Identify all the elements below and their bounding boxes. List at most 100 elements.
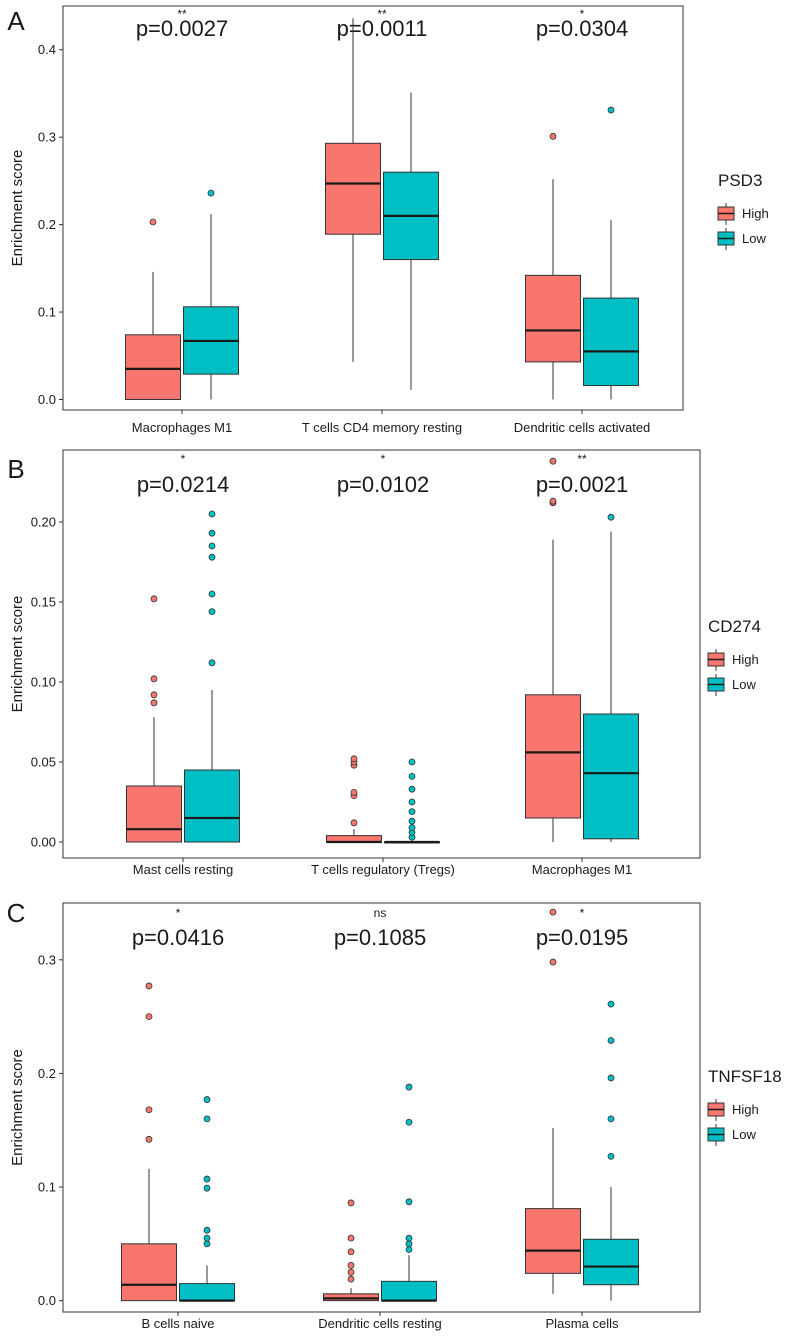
box-high (525, 908, 581, 1294)
outlier-point (203, 1115, 211, 1123)
outlier-point (607, 1074, 615, 1082)
outlier-point (549, 457, 557, 465)
y-tick-label: 0.15 (31, 595, 56, 610)
y-tick-label: 0.1 (38, 1180, 56, 1195)
x-tick-label: Dendritic cells resting (318, 1316, 442, 1331)
y-tick-label: 0.2 (38, 1066, 56, 1081)
significance-label: * (580, 906, 585, 920)
significance-label: * (176, 906, 181, 920)
legend: TNFSF18 High Low (707, 1067, 782, 1146)
outlier-point (145, 1013, 153, 1021)
outlier-point (203, 1226, 211, 1234)
box-low (179, 1096, 235, 1302)
x-tick-label: Dendritic cells activated (514, 420, 651, 435)
legend-entry-label: High (732, 1102, 759, 1117)
outlier-point (408, 824, 416, 831)
p-value-label: p=0.0011 (337, 16, 428, 41)
outlier-point (203, 1096, 211, 1103)
y-tick-label: 0.3 (38, 952, 56, 967)
outlier-point (405, 1118, 413, 1126)
outlier-point (347, 1275, 355, 1283)
p-value-label: p=0.0027 (136, 16, 228, 41)
box-low (183, 189, 239, 400)
panel-label: C (7, 898, 26, 928)
outlier-point (405, 1246, 413, 1253)
outlier-point (203, 1184, 211, 1192)
y-tick-label: 0.2 (38, 217, 56, 232)
outlier-point (408, 817, 416, 825)
box-body (583, 1238, 639, 1286)
outlier-point (405, 1240, 413, 1248)
outlier-point (350, 789, 358, 796)
outlier-point (607, 1037, 615, 1044)
outlier-point (203, 1234, 211, 1242)
outlier-point (607, 513, 615, 521)
outlier-point (350, 819, 358, 827)
significance-label: ** (377, 7, 387, 21)
outlier-point (347, 1199, 355, 1207)
box-low (583, 513, 639, 842)
box-high (326, 755, 382, 844)
x-tick-label: T cells regulatory (Tregs) (311, 862, 455, 877)
box-low (583, 106, 639, 400)
y-tick-label: 0.1 (38, 305, 56, 320)
outlier-point (607, 1152, 615, 1160)
outlier-point (207, 189, 215, 197)
outlier-point (549, 497, 557, 505)
p-value-label: p=0.0416 (132, 925, 224, 950)
legend-entry-label: High (732, 652, 759, 667)
box-high (126, 595, 182, 843)
outlier-point (607, 1115, 615, 1123)
box-high (525, 457, 581, 842)
box-body (179, 1283, 235, 1302)
outlier-point (408, 798, 416, 806)
box-high (121, 982, 177, 1302)
outlier-point (549, 958, 557, 966)
legend-entry-label: Low (732, 1127, 756, 1142)
x-tick-label: Mast cells resting (133, 862, 233, 877)
outlier-point (150, 595, 158, 603)
box-body (583, 297, 639, 387)
outlier-point (150, 699, 158, 707)
x-tick-label: Plasma cells (546, 1316, 619, 1331)
outlier-point (150, 675, 158, 683)
outlier-point (405, 1083, 413, 1091)
box-high (125, 218, 181, 401)
box-body (126, 785, 182, 843)
legend-title: TNFSF18 (708, 1067, 782, 1086)
box-body (323, 1293, 379, 1302)
box-high (323, 1199, 379, 1302)
box-body (325, 142, 381, 235)
significance-label: * (580, 7, 585, 21)
outlier-point (408, 773, 416, 780)
significance-label: * (381, 452, 386, 466)
box-body (121, 1243, 177, 1302)
outlier-point (208, 542, 216, 550)
panel-label: A (7, 6, 25, 36)
box-low (383, 92, 439, 390)
outlier-point (208, 529, 216, 537)
box-body (184, 769, 240, 843)
outlier-point (208, 659, 216, 667)
outlier-point (347, 1268, 355, 1276)
y-tick-label: 0.10 (31, 675, 56, 690)
outlier-point (347, 1234, 355, 1242)
y-axis-label: Enrichment score (9, 150, 26, 267)
y-tick-label: 0.00 (31, 835, 56, 850)
y-tick-label: 0.0 (38, 392, 56, 407)
box-high (525, 132, 581, 400)
outlier-point (408, 785, 416, 793)
outlier-point (150, 691, 158, 699)
y-tick-label: 0.0 (38, 1293, 56, 1308)
p-value-label: p=0.0214 (137, 472, 229, 497)
box-low (384, 758, 440, 844)
significance-label: * (181, 452, 186, 466)
box-low (184, 510, 240, 843)
outlier-point (203, 1175, 211, 1183)
outlier-point (208, 553, 216, 561)
box-low (583, 1000, 639, 1301)
box-body (525, 694, 581, 819)
outlier-point (405, 1198, 413, 1206)
panel-c: C 0.0 0.1 0.2 0.3 Enrichment score B cells nai… (7, 898, 782, 1331)
